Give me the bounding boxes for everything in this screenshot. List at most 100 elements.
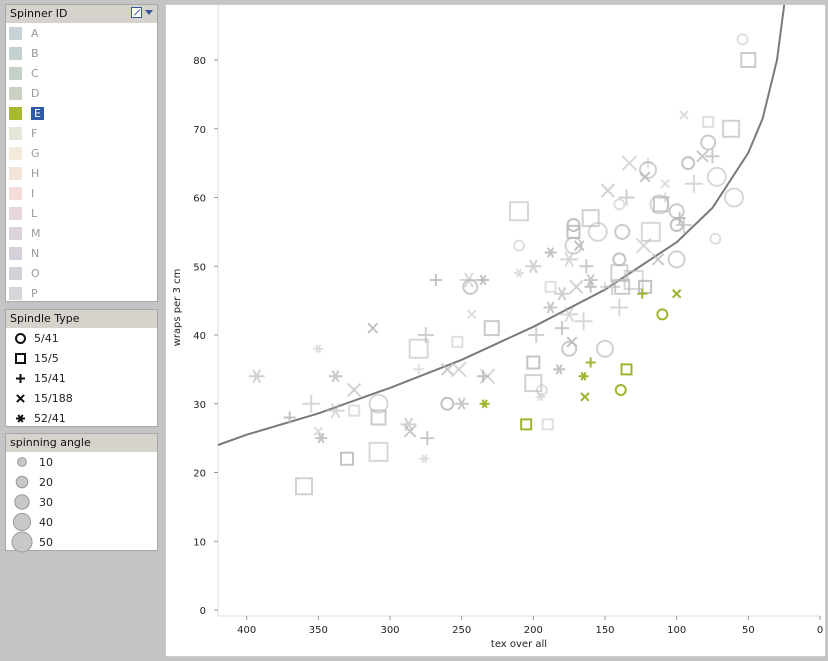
data-point-other[interactable]: [526, 355, 541, 370]
data-point-other[interactable]: [736, 33, 749, 46]
data-point-other[interactable]: [681, 156, 696, 171]
data-point-other[interactable]: [348, 404, 361, 417]
data-point-other[interactable]: [479, 368, 496, 385]
data-point-other[interactable]: [525, 259, 542, 274]
spinner-item-n[interactable]: N: [6, 243, 157, 263]
spindle-item-15-5[interactable]: 15/5: [6, 348, 157, 368]
spinner-item-h[interactable]: H: [6, 163, 157, 183]
data-point-other[interactable]: [610, 298, 629, 317]
data-point-other[interactable]: [347, 382, 362, 398]
spinner-item-f[interactable]: F: [6, 123, 157, 143]
data-point-other[interactable]: [660, 192, 671, 203]
angle-item-20[interactable]: 20: [6, 472, 157, 492]
data-point-other[interactable]: [600, 281, 610, 292]
data-point-other[interactable]: [440, 396, 455, 411]
data-point-other[interactable]: [368, 393, 389, 414]
data-point-other[interactable]: [326, 402, 345, 419]
data-point-e[interactable]: [585, 357, 596, 368]
data-point-other[interactable]: [612, 252, 627, 267]
data-point-other[interactable]: [454, 397, 469, 410]
data-point-other[interactable]: [660, 179, 670, 189]
angle-item-10[interactable]: 10: [6, 452, 157, 472]
data-point-other[interactable]: [283, 411, 296, 424]
data-point-other[interactable]: [569, 279, 584, 294]
data-point-other[interactable]: [302, 394, 321, 413]
data-point-other[interactable]: [367, 322, 379, 334]
data-point-other[interactable]: [459, 272, 478, 288]
data-point-other[interactable]: [604, 278, 621, 295]
data-point-other[interactable]: [544, 280, 557, 293]
data-point-other[interactable]: [340, 451, 354, 466]
data-point-other[interactable]: [581, 209, 600, 228]
data-point-other[interactable]: [668, 203, 685, 220]
data-point-other[interactable]: [643, 158, 653, 169]
data-point-other[interactable]: [651, 253, 665, 266]
spindle-item-15-41[interactable]: 15/41: [6, 368, 157, 388]
data-point-other[interactable]: [368, 441, 389, 462]
data-point-other[interactable]: [451, 335, 464, 348]
data-point-e[interactable]: [580, 392, 590, 402]
data-point-other[interactable]: [417, 327, 434, 343]
data-point-other[interactable]: [477, 274, 490, 286]
data-point-e[interactable]: [479, 399, 490, 409]
spinner-item-c[interactable]: C: [6, 63, 157, 83]
data-point-other[interactable]: [709, 232, 722, 245]
data-point-other[interactable]: [528, 327, 545, 343]
data-point-other[interactable]: [315, 432, 328, 444]
data-point-other[interactable]: [705, 149, 720, 164]
data-point-other[interactable]: [560, 251, 579, 268]
data-point-other[interactable]: [639, 161, 657, 179]
data-point-e[interactable]: [671, 289, 682, 299]
data-point-e[interactable]: [578, 371, 589, 381]
spinner-item-b[interactable]: B: [6, 43, 157, 63]
data-point-other[interactable]: [400, 417, 417, 432]
data-point-other[interactable]: [679, 110, 689, 120]
data-point-other[interactable]: [635, 237, 652, 254]
data-point-other[interactable]: [583, 273, 598, 287]
spinner-item-g[interactable]: G: [6, 143, 157, 163]
spinner-item-m[interactable]: M: [6, 223, 157, 243]
data-point-other[interactable]: [543, 301, 558, 314]
data-point-other[interactable]: [696, 149, 709, 163]
data-point-other[interactable]: [566, 336, 578, 348]
data-point-other[interactable]: [555, 321, 569, 336]
data-point-other[interactable]: [553, 364, 566, 375]
data-point-other[interactable]: [419, 454, 430, 464]
data-point-other[interactable]: [639, 171, 651, 183]
spinner-item-p[interactable]: P: [6, 283, 157, 303]
data-point-e[interactable]: [620, 363, 633, 376]
data-point-other[interactable]: [370, 409, 387, 426]
data-point-other[interactable]: [573, 240, 585, 252]
data-point-other[interactable]: [513, 239, 525, 252]
data-point-other[interactable]: [561, 340, 578, 357]
chevron-down-icon[interactable]: [145, 10, 153, 15]
data-point-other[interactable]: [610, 264, 629, 283]
data-point-other[interactable]: [466, 309, 477, 320]
data-point-other[interactable]: [706, 166, 727, 187]
data-point-other[interactable]: [675, 217, 692, 233]
data-point-other[interactable]: [722, 119, 741, 138]
data-point-other[interactable]: [684, 174, 703, 193]
angle-item-50[interactable]: 50: [6, 531, 157, 553]
data-point-other[interactable]: [483, 320, 500, 337]
spinner-item-d[interactable]: D: [6, 83, 157, 103]
data-point-other[interactable]: [560, 306, 579, 323]
data-point-other[interactable]: [328, 370, 343, 383]
data-point-other[interactable]: [441, 363, 454, 376]
data-point-other[interactable]: [596, 339, 614, 358]
data-point-other[interactable]: [554, 286, 570, 301]
spinner-item-l[interactable]: L: [6, 203, 157, 223]
data-point-other[interactable]: [584, 280, 597, 293]
data-point-other[interactable]: [524, 374, 543, 393]
data-point-other[interactable]: [514, 268, 524, 278]
data-point-other[interactable]: [509, 201, 529, 222]
data-point-other[interactable]: [614, 223, 631, 240]
data-point-other[interactable]: [574, 312, 593, 331]
data-point-other[interactable]: [313, 426, 324, 436]
data-point-other[interactable]: [724, 187, 744, 208]
data-point-other[interactable]: [420, 431, 435, 446]
angle-item-40[interactable]: 40: [6, 512, 157, 532]
data-point-other[interactable]: [740, 52, 757, 68]
data-point-other[interactable]: [450, 361, 467, 378]
data-point-other[interactable]: [579, 259, 594, 274]
